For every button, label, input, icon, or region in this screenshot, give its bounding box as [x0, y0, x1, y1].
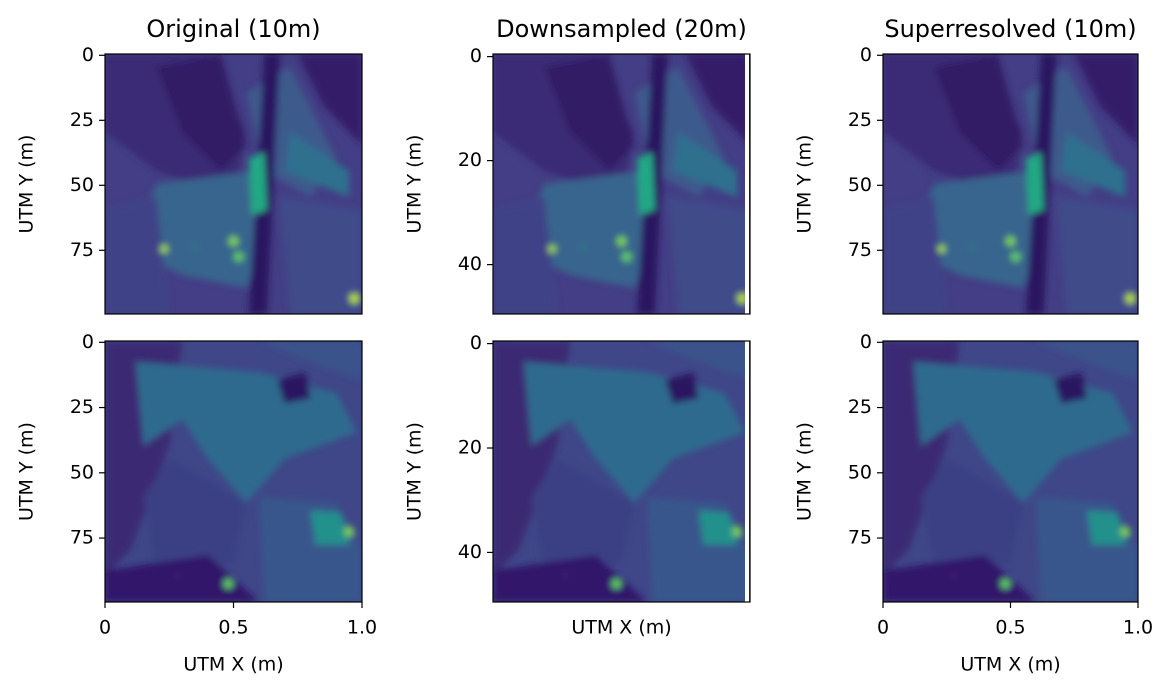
y-tick-label: 25 — [70, 109, 94, 131]
y-tick-label: 25 — [848, 396, 872, 418]
x-tick-label: 0.5 — [995, 617, 1025, 639]
y-tick-label: 50 — [848, 461, 872, 483]
y-tick-label: 0 — [860, 44, 872, 66]
image — [105, 341, 362, 602]
y-tick-label: 20 — [458, 149, 482, 171]
y-tick-label: 0 — [82, 44, 94, 66]
y-axis-label: UTM Y (m) — [794, 135, 816, 234]
y-tick-label: 0 — [470, 45, 482, 67]
y-tick-label: 40 — [458, 253, 482, 275]
y-tick-label: 75 — [70, 239, 94, 261]
y-axis-label: UTM Y (m) — [404, 135, 426, 234]
image-edge — [745, 341, 749, 602]
y-tick-label: 0 — [82, 331, 94, 353]
panel-title: Downsampled (20m) — [496, 15, 747, 43]
panel: 0 20 40 UTM Y (m) UTM X (m) — [404, 332, 751, 638]
y-tick-label: 75 — [70, 527, 94, 549]
x-axis-label: UTM X (m) — [183, 654, 283, 676]
panel: 0 20 40 Downsampled (20m) UTM Y (m) — [404, 15, 751, 314]
x-tick-label: 0.5 — [218, 617, 248, 639]
y-tick-label: 50 — [70, 174, 94, 196]
y-tick-label: 75 — [848, 239, 872, 261]
image — [105, 54, 362, 314]
y-tick-label: 40 — [458, 541, 482, 563]
y-tick-label: 25 — [848, 109, 872, 131]
y-tick-label: 0 — [860, 331, 872, 353]
panel-title: Original (10m) — [146, 15, 320, 43]
y-axis-label: UTM Y (m) — [404, 422, 426, 521]
figure: 0 25 50 75 Original (10m) UTM Y (m) 0 20 40 Downs… — [0, 0, 1176, 685]
y-axis-label: UTM Y (m) — [794, 422, 816, 521]
y-axis-label: UTM Y (m) — [16, 135, 38, 234]
y-tick-label: 20 — [458, 437, 482, 459]
y-tick-label: 75 — [848, 527, 872, 549]
y-axis-label: UTM Y (m) — [16, 422, 38, 521]
y-tick-label: 25 — [70, 396, 94, 418]
image — [493, 341, 750, 602]
x-axis-label: UTM X (m) — [571, 617, 671, 639]
x-tick-label: 1.0 — [1123, 617, 1153, 639]
x-tick-label: 0 — [99, 617, 111, 639]
y-tick-label: 0 — [470, 332, 482, 354]
image — [883, 341, 1138, 602]
panel: 0 25 50 75 Superresolved (10m) UTM Y (m) — [794, 15, 1139, 314]
x-axis-label: UTM X (m) — [960, 654, 1060, 676]
x-tick-label: 1.0 — [347, 617, 377, 639]
image — [883, 54, 1138, 314]
y-tick-label: 50 — [848, 174, 872, 196]
panel: 0 25 50 75 Original (10m) UTM Y (m) — [16, 15, 363, 314]
panel: 0 25 50 75 0 0.5 1.0 UTM Y (m) UTM X (m) — [794, 331, 1154, 676]
panel: 0 25 50 75 0 0.5 1.0 UTM Y (m) UTM X (m) — [16, 331, 378, 676]
y-tick-label: 50 — [70, 461, 94, 483]
image-edge — [745, 54, 749, 314]
panel-title: Superresolved (10m) — [884, 15, 1136, 43]
x-tick-label: 0 — [877, 617, 889, 639]
image — [493, 54, 750, 314]
